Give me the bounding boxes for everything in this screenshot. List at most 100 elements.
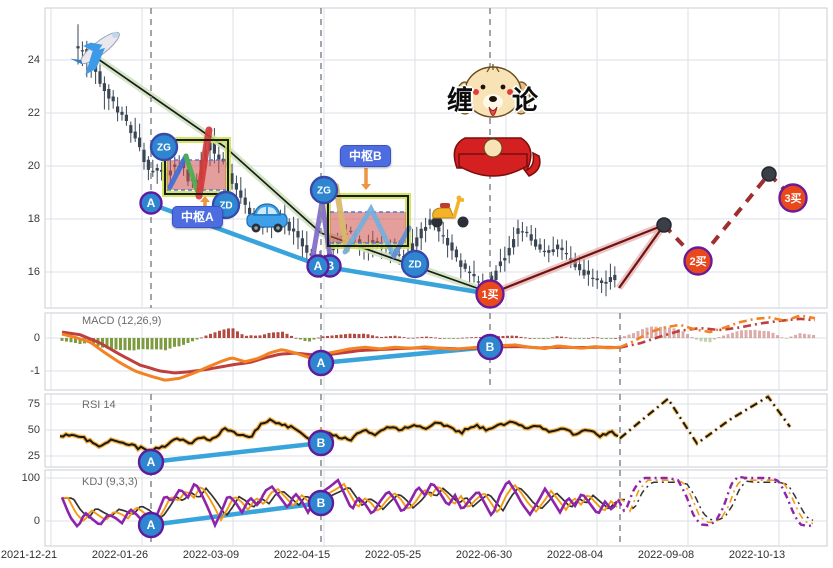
pivot-a-label: 中枢A — [172, 206, 223, 228]
svg-text:A: A — [147, 518, 156, 532]
candle-body — [300, 238, 304, 247]
candle-body — [507, 247, 511, 256]
macd-histogram-bar — [204, 335, 208, 338]
macd-histogram-bar — [321, 336, 325, 338]
macd-histogram-bar — [627, 334, 631, 338]
macd-histogram-bar — [789, 336, 793, 338]
macd-histogram-bar — [609, 338, 613, 339]
svg-text:B: B — [326, 259, 335, 273]
x-tick-label: 2022-05-25 — [364, 549, 422, 561]
macd-histogram-bar — [155, 338, 158, 350]
macd-histogram-bar — [186, 338, 190, 343]
svg-text:1买: 1买 — [481, 288, 498, 301]
marker-A: A — [306, 254, 330, 278]
macd-histogram-bar — [717, 336, 721, 338]
candle-body — [397, 254, 401, 256]
buy-point-2买: 2买 — [683, 246, 713, 276]
marker-A: A — [137, 448, 165, 476]
y-tick-label: 22 — [27, 107, 40, 119]
kdj-plot — [60, 475, 814, 529]
candle-body — [111, 96, 115, 102]
y-tick-label: 50 — [27, 424, 40, 436]
candle-body — [287, 221, 291, 231]
macd-histogram-bar — [560, 336, 563, 338]
macd-histogram-bar — [168, 338, 172, 349]
macd-histogram-bar — [177, 338, 181, 347]
macd-histogram-bar — [353, 333, 356, 338]
macd-histogram-bar — [65, 338, 68, 342]
candle-body — [428, 219, 432, 225]
macd-histogram-bar — [452, 338, 455, 339]
macd-histogram-bar — [591, 337, 595, 339]
candle-body — [107, 88, 111, 99]
candle-body — [472, 273, 476, 277]
macd-histogram-bar — [771, 332, 775, 338]
macd-histogram-bar — [141, 338, 145, 350]
macd-histogram-bar — [636, 331, 640, 338]
macd-histogram-bar — [447, 338, 451, 339]
macd-plot — [60, 314, 816, 382]
candle-body — [146, 159, 150, 170]
candle-body — [446, 237, 450, 246]
candle-body — [534, 239, 538, 247]
macd-histogram-bar — [281, 331, 284, 338]
macd-histogram-bar — [159, 338, 163, 350]
macd-histogram-bar — [515, 335, 518, 338]
candle-body — [454, 249, 458, 258]
macd-histogram-bar — [411, 337, 415, 339]
macd-histogram-bar — [218, 330, 221, 338]
svg-text:B: B — [317, 436, 326, 450]
candle-body — [613, 274, 617, 281]
candle-body — [542, 250, 546, 253]
macd-histogram-bar — [303, 338, 307, 342]
candle-body — [212, 140, 216, 154]
macd-histogram-bar — [501, 335, 505, 338]
pivot-box-b — [309, 168, 412, 266]
macd-histogram-bar — [191, 338, 194, 342]
macd-histogram-bar — [699, 338, 703, 342]
candle-body — [525, 231, 529, 234]
marker-B: B — [476, 333, 504, 361]
macd-histogram-bar — [173, 338, 176, 347]
svg-text:A: A — [314, 259, 323, 273]
candle-body — [102, 83, 106, 92]
macd-histogram-bar — [389, 336, 392, 338]
macd-histogram-bar — [227, 328, 230, 338]
macd-histogram-bar — [731, 332, 734, 338]
buy-point-1买: 1买 — [475, 279, 505, 309]
macd-histogram-bar — [663, 326, 667, 338]
candle-body — [459, 260, 463, 267]
macd-histogram-bar — [339, 334, 343, 338]
macd-histogram-bar — [614, 337, 617, 339]
macd-histogram-bar — [335, 335, 338, 338]
y-tick-label: 0 — [33, 515, 40, 527]
candle-body — [450, 242, 454, 251]
macd-histogram-bar — [105, 338, 109, 349]
projection-node — [656, 217, 672, 233]
macd-histogram-bar — [78, 338, 82, 345]
macd-histogram-bar — [330, 335, 334, 338]
candle-body — [573, 261, 577, 268]
macd-histogram-bar — [222, 329, 226, 338]
x-tick-label: 2022-06-30 — [455, 549, 513, 561]
macd-histogram-bar — [519, 336, 523, 338]
candle-body — [600, 280, 604, 283]
x-tick-label: 2022-04-15 — [273, 549, 331, 561]
macd-histogram-bar — [317, 337, 320, 339]
macd-histogram-bar — [128, 338, 131, 351]
candle-body — [133, 131, 137, 139]
marker-B: B — [307, 429, 335, 457]
macd-histogram-bar — [299, 338, 302, 340]
macd-histogram-bar — [641, 329, 644, 338]
candle-body — [564, 253, 568, 255]
candle-body — [468, 271, 472, 274]
macd-histogram-bar — [308, 338, 311, 342]
macd-histogram-bar — [425, 336, 428, 338]
macd-histogram-bar — [803, 333, 806, 338]
macd-histogram-bar — [344, 334, 347, 338]
macd-histogram-bar — [654, 326, 658, 338]
candle-body — [556, 244, 560, 250]
rsi-panel-title: RSI 14 — [82, 399, 116, 411]
macd-histogram-bar — [726, 334, 730, 338]
macd-histogram-bar — [762, 330, 766, 338]
